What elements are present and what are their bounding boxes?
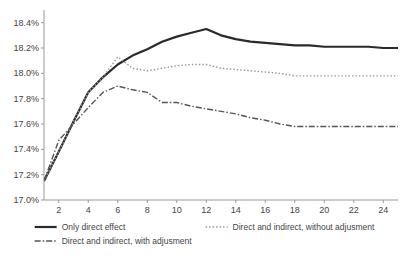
x-tick <box>265 200 266 203</box>
y-tick <box>41 22 44 23</box>
x-tick-label: 24 <box>378 205 388 215</box>
legend-label: Direct and indirect, without adjusment <box>233 222 375 232</box>
y-tick <box>41 48 44 49</box>
legend-item: Direct and indirect, with adjusment <box>35 236 193 246</box>
series-line <box>44 29 398 181</box>
x-axis <box>44 200 398 201</box>
y-tick <box>41 98 44 99</box>
y-tick-label: 18.2% <box>13 43 39 53</box>
x-tick-label: 20 <box>319 205 329 215</box>
x-tick <box>117 200 118 203</box>
x-tick-label: 4 <box>86 205 91 215</box>
y-tick <box>41 124 44 125</box>
legend-swatch <box>206 226 228 227</box>
x-tick <box>235 200 236 203</box>
x-tick <box>58 200 59 203</box>
y-tick <box>41 200 44 201</box>
x-tick-label: 6 <box>115 205 120 215</box>
y-tick-label: 18.4% <box>13 18 39 28</box>
y-tick-label: 17.4% <box>13 144 39 154</box>
y-tick-label: 17.2% <box>13 170 39 180</box>
x-tick-label: 16 <box>260 205 270 215</box>
chart: 17.0% 17.2% 17.4% 17.6% 17.8% 18.0% 18.2% 18.4%… <box>0 0 409 277</box>
x-tick-label: 14 <box>231 205 241 215</box>
x-tick <box>176 200 177 203</box>
x-tick <box>88 200 89 203</box>
x-tick <box>324 200 325 203</box>
x-tick-label: 10 <box>172 205 182 215</box>
x-tick-label: 8 <box>145 205 150 215</box>
y-axis <box>44 10 45 200</box>
x-tick-label: 12 <box>201 205 211 215</box>
y-tick <box>41 73 44 74</box>
y-tick-label: 18.0% <box>13 68 39 78</box>
legend-item: Only direct effect <box>35 222 126 232</box>
legend: Only direct effect Direct and indirect, w… <box>35 222 375 246</box>
legend-item: Direct and indirect, without adjusment <box>206 222 375 232</box>
x-tick <box>147 200 148 203</box>
series-line <box>44 86 398 181</box>
y-tick <box>41 149 44 150</box>
x-tick <box>206 200 207 203</box>
x-tick-label: 22 <box>349 205 359 215</box>
x-tick <box>383 200 384 203</box>
y-tick <box>41 174 44 175</box>
series-line <box>44 57 398 181</box>
y-tick-label: 17.6% <box>13 119 39 129</box>
x-tick-label: 18 <box>290 205 300 215</box>
y-tick-label: 17.8% <box>13 94 39 104</box>
x-tick-label: 2 <box>56 205 61 215</box>
legend-label: Only direct effect <box>62 222 126 232</box>
y-tick-label: 17.0% <box>13 195 39 205</box>
legend-label: Direct and indirect, with adjusment <box>62 236 193 246</box>
legend-swatch <box>35 240 57 241</box>
legend-swatch <box>35 226 57 228</box>
x-tick <box>294 200 295 203</box>
plot-area <box>44 29 398 181</box>
x-tick <box>353 200 354 203</box>
